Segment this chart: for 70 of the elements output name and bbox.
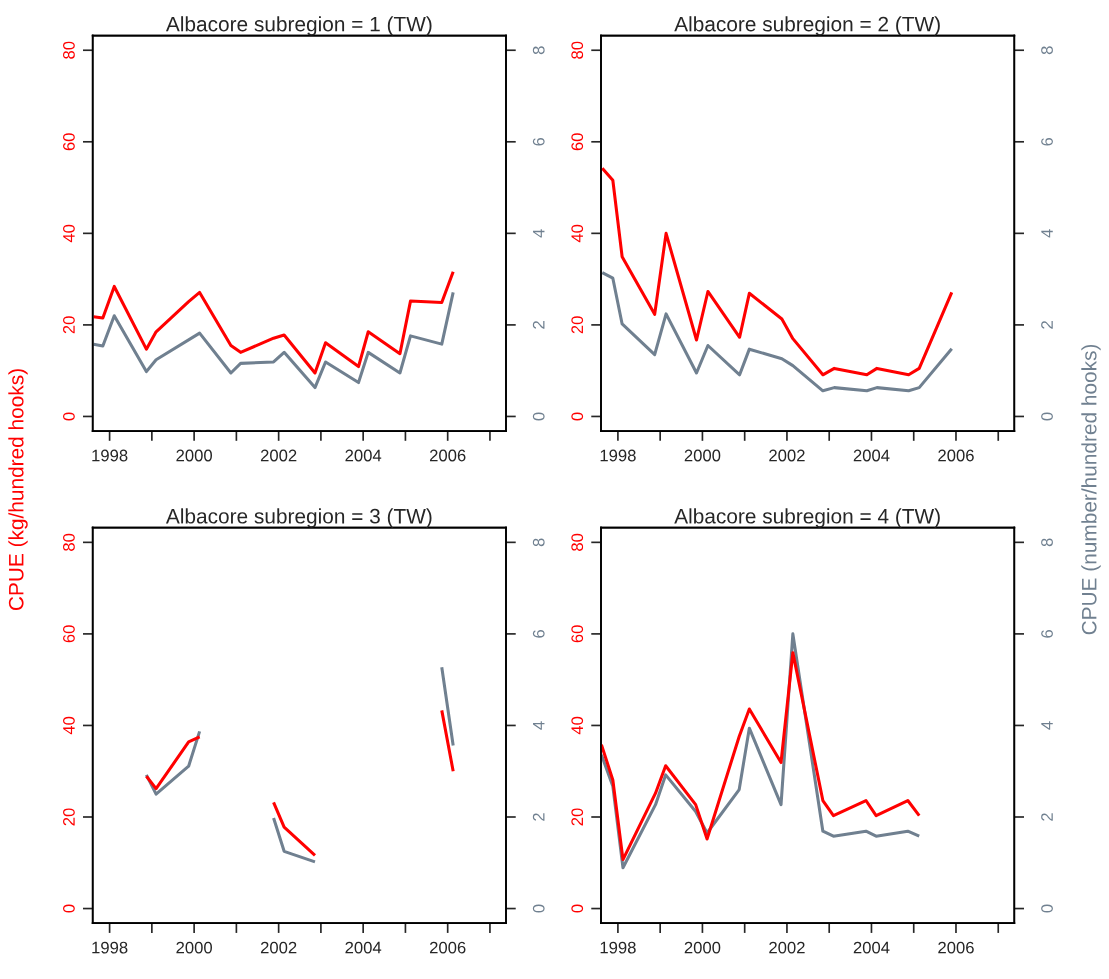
- y2-tick-label: 6: [1041, 630, 1053, 638]
- x-tick-label: 2002: [260, 449, 297, 462]
- x-tick-label: 2004: [345, 449, 382, 462]
- y-tick-label: 40: [571, 224, 584, 243]
- line-series: [601, 271, 954, 393]
- x-tick-label: 2000: [176, 449, 213, 462]
- y2-tick-label: 0: [1041, 412, 1053, 421]
- x-tick-label: 2000: [684, 941, 721, 954]
- x-tick-label: 1998: [92, 449, 128, 462]
- chart-title: Albacore subregion = 2 (TW): [674, 16, 940, 36]
- line-series: [601, 166, 954, 377]
- y-tick-label: 60: [571, 133, 584, 151]
- x-tick-label: 2002: [769, 941, 805, 954]
- y-tick-label: 0: [571, 412, 584, 421]
- y2-tick-label: 6: [532, 630, 545, 638]
- x-tick-label: 2000: [176, 941, 213, 954]
- x-tick-label: 2006: [938, 941, 974, 954]
- y-tick-label: 20: [571, 808, 584, 826]
- y2-tick-label: 0: [532, 412, 545, 421]
- y-tick-label: 80: [63, 41, 75, 59]
- y-axis-title: CPUE (kg/hundred hooks): [8, 369, 28, 611]
- x-tick-label: 1998: [600, 449, 636, 462]
- line-series: [92, 270, 455, 375]
- chart-title: Albacore subregion = 3 (TW): [165, 508, 432, 528]
- x-tick-label: 2006: [938, 449, 974, 462]
- x-tick-label: 1998: [600, 941, 636, 954]
- y2-tick-label: 2: [532, 321, 545, 329]
- x-tick-label: 1998: [92, 941, 128, 954]
- x-tick-label: 2004: [345, 941, 382, 954]
- x-tick-label: 2004: [853, 449, 890, 462]
- y-tick-label: 60: [63, 625, 75, 643]
- chart-title: Albacore subregion = 4 (TW): [674, 508, 940, 528]
- x-tick-label: 2002: [769, 449, 805, 462]
- y2-tick-label: 4: [1041, 721, 1053, 730]
- y-tick-label: 0: [63, 904, 75, 913]
- y-tick-label: 40: [63, 716, 75, 735]
- y2-tick-label: 4: [533, 721, 545, 730]
- y-tick-label: 60: [63, 133, 75, 151]
- y-tick-label: 0: [63, 412, 75, 421]
- y2-tick-label: 4: [533, 229, 545, 238]
- y2-tick-label: 8: [1041, 538, 1053, 547]
- y-tick-label: 60: [571, 625, 584, 643]
- x-tick-label: 2006: [429, 449, 466, 462]
- y2-tick-label: 6: [532, 137, 545, 146]
- y2-tick-label: 2: [1041, 321, 1053, 329]
- x-tick-label: 2004: [853, 941, 890, 954]
- y-tick-label: 0: [571, 904, 584, 913]
- y2-tick-label: 0: [1041, 904, 1053, 913]
- y-tick-label: 80: [571, 41, 584, 59]
- y-tick-label: 20: [571, 316, 584, 334]
- y-tick-label: 80: [63, 533, 75, 551]
- x-tick-label: 2006: [429, 941, 466, 954]
- y2-tick-label: 6: [1041, 137, 1053, 146]
- y2-tick-label: 2: [532, 813, 545, 821]
- x-tick-label: 2000: [684, 449, 721, 462]
- y-tick-label: 20: [63, 316, 75, 334]
- y2-tick-label: 8: [1041, 46, 1053, 55]
- y2-tick-label: 0: [532, 904, 545, 913]
- y2-tick-label: 2: [1041, 813, 1053, 821]
- y-tick-label: 40: [63, 224, 75, 243]
- chart-title: Albacore subregion = 1 (TW): [165, 16, 432, 36]
- y2-tick-label: 8: [532, 538, 545, 547]
- y2-tick-label: 8: [532, 46, 545, 55]
- y2-tick-label: 4: [1041, 229, 1053, 238]
- y2-axis-title: CPUE (number/hundred hooks): [1081, 344, 1101, 635]
- y-tick-label: 20: [63, 808, 75, 826]
- y-tick-label: 40: [571, 716, 584, 735]
- line-series: [92, 290, 455, 390]
- x-tick-label: 2002: [260, 941, 297, 954]
- y-tick-label: 80: [571, 533, 584, 551]
